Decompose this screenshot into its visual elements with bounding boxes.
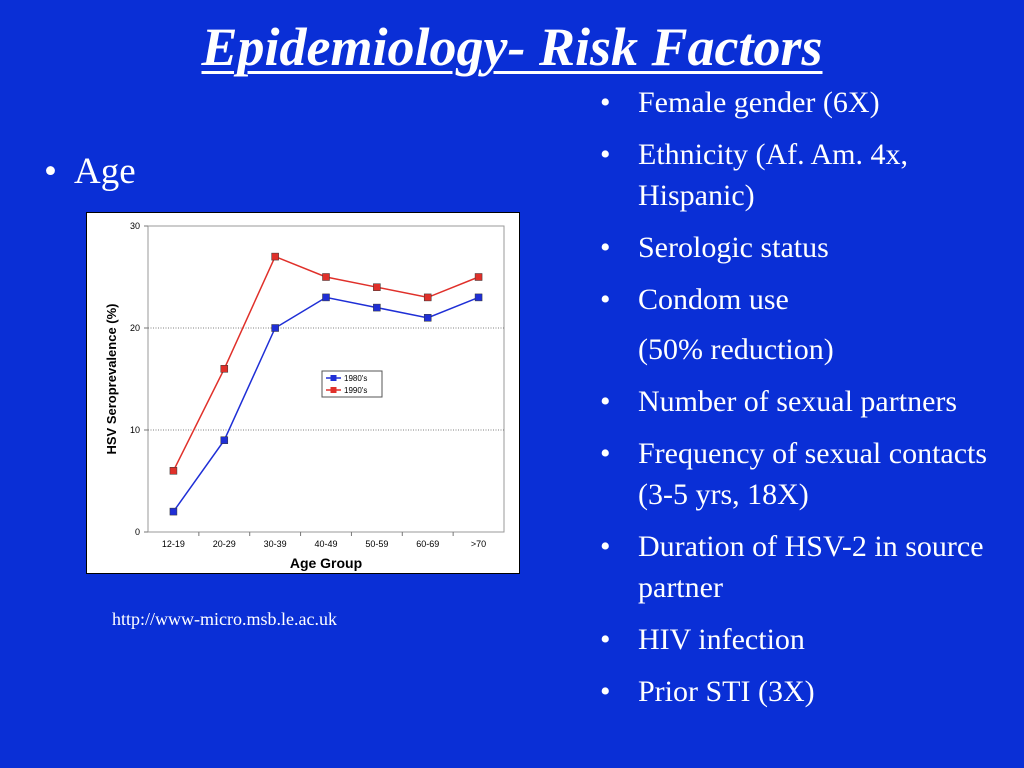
age-bullet-text: Age (74, 151, 136, 192)
y-tick-label: 20 (130, 323, 140, 333)
risk-factor-item: • Number of sexual partners (600, 381, 1020, 422)
y-tick-label: 0 (135, 527, 140, 537)
legend-label-1990s: 1990's (344, 386, 367, 395)
risk-factor-text: (50% reduction) (638, 333, 834, 366)
data-point-1990s (169, 467, 178, 475)
data-point-1990s (220, 365, 229, 373)
risk-factor-text: HIV infection (638, 623, 805, 656)
y-axis-label: HSV Seroprevalence (%) (104, 303, 119, 454)
bullet-marker: • (600, 623, 611, 656)
data-point-1990s (373, 283, 381, 291)
x-tick-label: 20-29 (213, 539, 236, 549)
data-point-1990s (423, 293, 432, 302)
risk-factor-item: • HIV infection (600, 619, 1020, 660)
legend-marker-1980s (330, 375, 337, 381)
data-point-1980s (373, 303, 381, 312)
risk-factor-item: • Frequency of sexual contacts (3-5 yrs, … (600, 433, 1020, 515)
bullet-marker: • (600, 437, 611, 470)
data-point-1980s (474, 293, 483, 302)
risk-factor-text: Frequency of sexual contacts (3-5 yrs, 1… (638, 437, 988, 511)
data-point-1990s (271, 252, 279, 261)
slide-title: Epidemiology- Risk Factors (201, 17, 823, 77)
x-tick-label: >70 (471, 539, 486, 549)
risk-factor-item: • Ethnicity (Af. Am. 4x, Hispanic) (600, 134, 1020, 216)
risk-factor-text: Ethnicity (Af. Am. 4x, Hispanic) (638, 138, 908, 212)
data-point-1990s (322, 273, 330, 281)
y-tick-label: 30 (130, 221, 140, 231)
risk-factor-text: Duration of HSV-2 in source partner (638, 530, 984, 604)
bullet-marker: • (600, 86, 611, 119)
bullet-marker: • (600, 385, 611, 418)
x-tick-label: 50-59 (365, 539, 388, 549)
bullet-marker: • (600, 231, 611, 264)
data-point-1980s (271, 324, 279, 332)
legend-label-1980s: 1980's (344, 374, 367, 383)
risk-factor-item: • Prior STI (3X) (600, 671, 1020, 712)
x-tick-label: 60-69 (416, 539, 439, 549)
data-point-1980s (220, 436, 229, 444)
risk-factor-text: Condom use (638, 283, 789, 316)
chart-svg: 0 10 20 30 12-19 20-29 30-39 40-49 50-59 60-69 >7… (104, 221, 505, 571)
legend: 1980's 1990's (321, 370, 383, 398)
data-point-1990s (474, 273, 483, 281)
risk-factor-text: Serologic status (638, 231, 829, 264)
risk-factor-item: • Female gender (6X) (600, 82, 1020, 123)
bullet-marker: • (44, 151, 57, 192)
source-link[interactable]: http://www-micro.msb.le.ac.uk (112, 609, 337, 629)
series-lines (169, 252, 483, 516)
risk-factor-item: • Serologic status (600, 227, 1020, 268)
risk-factor-text: Number of sexual partners (638, 385, 958, 418)
seroprevalence-chart: 0 10 20 30 12-19 20-29 30-39 40-49 50-59 60-69 >7… (86, 212, 520, 574)
x-axis-ticks: 12-19 20-29 30-39 40-49 50-59 60-69 >70 (162, 532, 486, 549)
risk-factor-text: Female gender (6X) (638, 86, 880, 119)
risk-factor-item: (50% reduction) (600, 329, 1020, 370)
data-point-1980s (322, 293, 330, 302)
x-axis-label: Age Group (290, 555, 362, 571)
risk-factor-item: • Condom use (600, 279, 1020, 320)
risk-factor-list: • Female gender (6X) • Ethnicity (Af. Am. 4… (600, 82, 1020, 723)
risk-factor-text: Prior STI (3X) (638, 675, 815, 708)
x-tick-label: 12-19 (162, 539, 185, 549)
y-tick-label: 10 (130, 425, 140, 435)
bullet-marker: • (600, 530, 611, 563)
legend-marker-1990s (330, 387, 337, 393)
data-point-1980s (169, 507, 178, 516)
bullet-marker: • (600, 283, 611, 316)
y-axis-ticks: 0 10 20 30 (130, 221, 148, 537)
data-point-1980s (423, 314, 432, 322)
bullet-marker: • (600, 138, 611, 171)
age-bullet: • Age (44, 150, 136, 194)
risk-factor-item: • Duration of HSV-2 in source partner (600, 526, 1020, 608)
gridlines (148, 327, 504, 431)
x-tick-label: 30-39 (264, 539, 287, 549)
bullet-marker: • (600, 675, 611, 708)
x-tick-label: 40-49 (314, 539, 337, 549)
